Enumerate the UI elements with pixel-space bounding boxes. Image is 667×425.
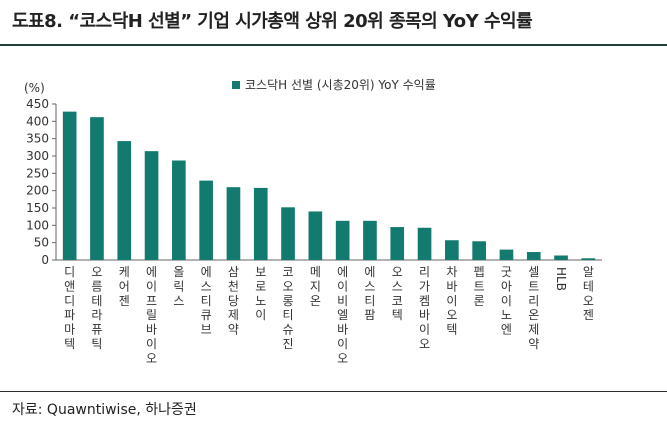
source-note: 자료: Quawntiwise, 하나증권 xyxy=(12,402,197,418)
y-tick-label: 100 xyxy=(26,218,49,232)
y-tick-label: 200 xyxy=(26,184,49,198)
footer-divider xyxy=(0,391,667,392)
page-title: 도표8. “코스닥H 선별” 기업 시가총액 상위 20위 종목의 YoY 수익… xyxy=(12,11,533,32)
bar xyxy=(554,255,568,260)
bar xyxy=(117,141,132,260)
bar xyxy=(144,151,159,260)
bar xyxy=(172,160,186,260)
bar xyxy=(417,227,432,260)
bar xyxy=(62,111,77,260)
y-tick-label: 300 xyxy=(26,149,49,163)
bar xyxy=(335,220,350,260)
legend-label: 코스닥H 선별 (시총20위) YoY 수익률 xyxy=(245,78,436,92)
bar xyxy=(472,241,486,260)
bar xyxy=(499,249,514,260)
y-tick-label: 400 xyxy=(26,114,49,128)
y-unit-label: (%) xyxy=(24,81,45,95)
bar xyxy=(308,211,323,260)
legend-swatch xyxy=(232,81,240,89)
bar xyxy=(445,240,459,260)
y-tick-label: 50 xyxy=(34,236,49,250)
bar xyxy=(226,187,241,260)
bar xyxy=(581,258,596,260)
y-tick-label: 150 xyxy=(26,201,49,215)
bar xyxy=(390,227,405,260)
bar xyxy=(90,117,104,260)
y-tick-label: 250 xyxy=(26,166,49,180)
y-tick-label: 0 xyxy=(41,253,49,267)
bar xyxy=(363,220,377,260)
bar xyxy=(526,252,541,260)
bar xyxy=(253,187,268,260)
y-tick-label: 450 xyxy=(26,97,49,111)
bar xyxy=(199,180,213,260)
bar xyxy=(281,207,295,260)
x-tick-label: HLB xyxy=(554,267,568,291)
y-tick-label: 350 xyxy=(26,132,49,146)
bar-chart: 0 50 100 150 200 250 300 350 400 450 (%) 디 앤 디 파 마 텍 오 름 테… xyxy=(24,78,602,365)
title-divider xyxy=(0,44,667,46)
